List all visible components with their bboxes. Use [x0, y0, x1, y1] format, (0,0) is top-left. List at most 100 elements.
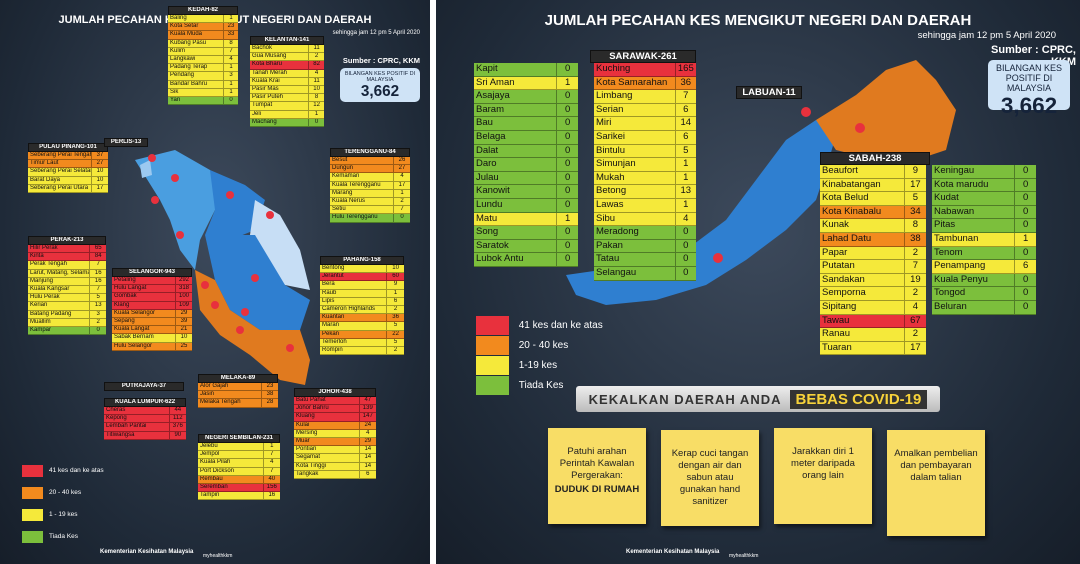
district-cases: 5 [89, 294, 106, 302]
district-row: Kuala Terengganu 17 [330, 181, 410, 190]
district-row: Batu Pahat 47 [294, 397, 376, 406]
district-row: Lembah Pantai 376 [104, 423, 186, 432]
district-row: Kota Tinggi 14 [294, 462, 376, 471]
district-row: Rompin 2 [320, 347, 404, 356]
district-cases: 1 [223, 88, 238, 96]
district-row: Lahad Datu 38 [820, 233, 926, 247]
total-value: 3,662 [360, 83, 400, 100]
district-row: Asajaya 0 [474, 90, 578, 104]
district-name: Daro [476, 158, 497, 170]
district-row: Mersing 4 [294, 429, 376, 438]
district-cases: 1 [386, 289, 404, 297]
legend-label: 1 - 19 kes [49, 511, 78, 519]
district-cases: 1 [393, 189, 410, 197]
district-cases: 7 [89, 286, 106, 294]
state-header: PUTRAJAYA-37 [104, 382, 184, 391]
district-name: Kulim [170, 47, 186, 54]
district-cases: 2 [386, 347, 404, 355]
district-name: Alor Gajah [200, 383, 229, 389]
district-name: Kinabatangan [822, 178, 881, 190]
district-name: Bau [476, 117, 493, 129]
district-cases: 12 [308, 102, 324, 110]
district-cases: 38 [903, 233, 926, 246]
district-row: Daro 0 [474, 158, 578, 172]
district-cases: 4 [262, 459, 280, 467]
district-row: Kerian 13 [28, 302, 106, 311]
district-row: Kunak 8 [820, 219, 926, 233]
district-cases: 0 [556, 185, 578, 198]
district-name: Gombak [114, 293, 137, 300]
district-row: Kulai 24 [294, 421, 376, 430]
district-name: Lawas [596, 199, 624, 210]
state-header: NEGERI SEMBILAN-231 [198, 434, 280, 443]
district-row: Miri 14 [594, 117, 696, 131]
district-row: Kulim 7 [168, 47, 238, 56]
district-name: Putatan [822, 260, 855, 272]
footer-ministry: Kementerian Kesihatan Malaysia [100, 549, 194, 555]
district-row: Alor Gajah 23 [198, 383, 278, 392]
district-row: Kota Samarahan 36 [594, 76, 696, 91]
map-south [195, 270, 310, 385]
advice-note: Amalkan pembelian dan pembayaran dalam t… [887, 430, 985, 536]
state-header: JOHOR-438 [294, 388, 376, 397]
district-cases: 318 [175, 285, 192, 293]
district-row: Rembau 40 [198, 475, 280, 484]
district-row: Dungun 27 [330, 165, 410, 174]
district-cases: 8 [223, 39, 238, 47]
map-pahang [205, 235, 310, 330]
total-value: 3,662 [1000, 93, 1058, 118]
district-cases: 1 [223, 15, 238, 23]
district-row: Raub 1 [320, 289, 404, 298]
district-cases: 0 [556, 158, 578, 171]
map-north-west [135, 150, 230, 270]
district-row: Kubang Pasu 8 [168, 39, 238, 48]
district-row: Petaling 292 [112, 277, 192, 286]
district-cases: 0 [1014, 165, 1036, 178]
district-name: Jerantut [322, 273, 344, 280]
district-row: Penampang 6 [932, 260, 1036, 274]
map-sarawak [566, 120, 836, 305]
district-cases: 37 [91, 152, 108, 160]
district-row: Bera 9 [320, 281, 404, 290]
district-cases: 1 [556, 76, 578, 90]
district-row: Hulu Terengganu 0 [330, 214, 410, 223]
district-row: Cheras 44 [104, 407, 186, 416]
district-row: Tambunan 1 [932, 233, 1036, 247]
district-cases: 112 [168, 415, 186, 423]
district-row: Pakan 0 [594, 239, 696, 254]
district-row: Lundu 0 [474, 199, 578, 213]
district-name: Kuala Krai [252, 77, 280, 84]
district-cases: 0 [89, 327, 106, 335]
district-name: Hulu Perak [30, 294, 60, 301]
district-name: Kudat [934, 192, 959, 204]
district-row: Melaka Tengah 28 [198, 399, 278, 408]
district-row: Sri Aman 1 [474, 76, 578, 91]
district-name: Batang Padang [30, 310, 72, 317]
district-name: Kota Samarahan [596, 76, 668, 88]
district-name: Muar [296, 438, 310, 444]
district-cases: 376 [168, 423, 186, 431]
district-name: Kuala Nerus [332, 198, 366, 204]
district-cases: 0 [1014, 205, 1036, 219]
district-name: Tumpat [252, 102, 273, 109]
legend-label: 20 - 40 kes [518, 339, 569, 351]
district-cases: 0 [308, 118, 324, 126]
district-cases: 17 [91, 184, 108, 192]
district-cases: 4 [223, 56, 238, 64]
district-cases: 5 [903, 192, 926, 205]
state-header: PAHANG-158 [320, 256, 404, 265]
district-name: Sabak Bernam [114, 334, 154, 341]
legend-label: 41 kes dan ke atas [518, 319, 603, 331]
district-cases: 13 [89, 302, 106, 310]
district-cases: 10 [386, 265, 404, 273]
borneo-map [566, 60, 956, 305]
district-cases: 47 [358, 397, 376, 405]
district-name: Kampar [30, 327, 52, 333]
district-row: Muar 29 [294, 438, 376, 447]
district-name: Kota Bharu [252, 61, 283, 68]
district-row: Putatan 7 [820, 260, 926, 274]
district-row: Jeli 1 [250, 110, 324, 119]
district-row: Bachok 11 [250, 45, 324, 54]
district-name: Pitas [934, 219, 956, 231]
